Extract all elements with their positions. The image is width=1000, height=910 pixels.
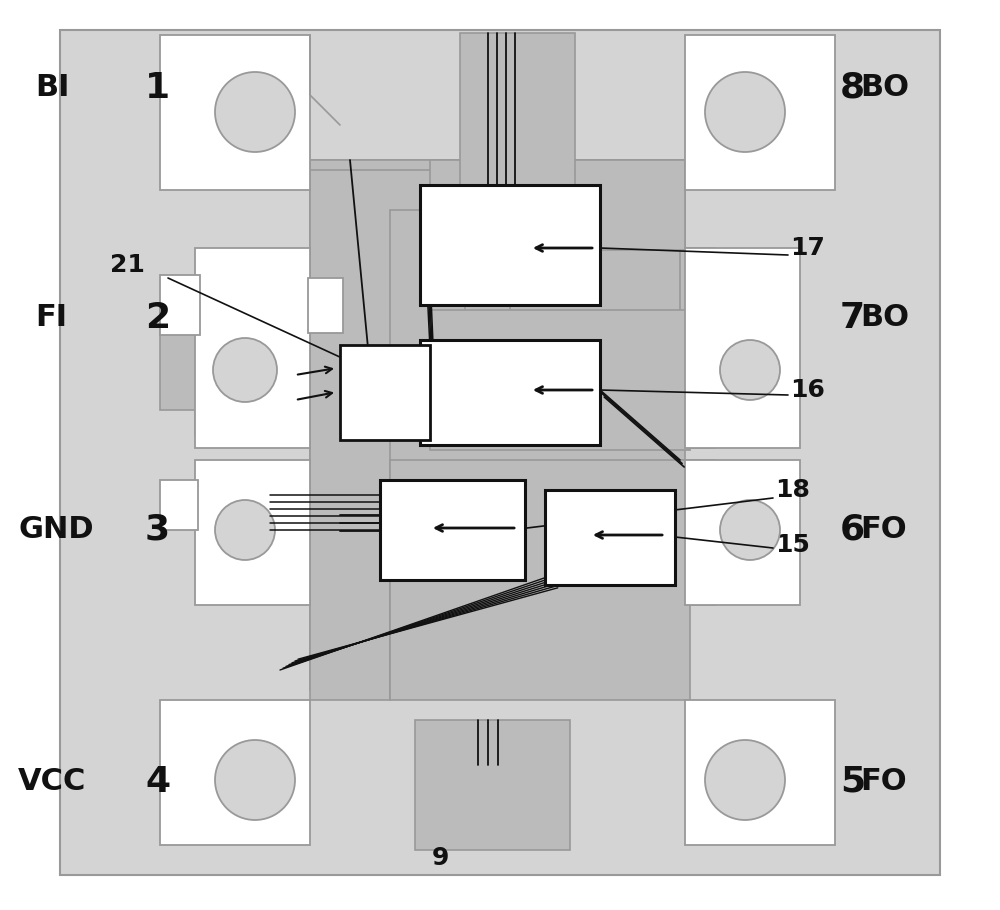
Bar [420,185,600,305]
Bar [310,160,465,360]
Bar [545,490,675,585]
Bar [160,700,310,845]
Bar [680,460,715,605]
Bar [685,700,835,845]
Bar [685,35,835,190]
Bar [340,345,430,440]
Bar [460,33,575,198]
Text: 9: 9 [432,846,449,870]
Text: 6: 6 [840,513,865,547]
Bar [60,30,940,875]
Text: 16: 16 [790,378,825,402]
Bar [685,460,800,605]
Text: 3: 3 [145,513,170,547]
Text: 7: 7 [840,301,865,335]
Circle shape [705,72,785,152]
Text: FO: FO [860,515,907,544]
Circle shape [705,740,785,820]
Bar [195,248,310,448]
Bar [160,310,200,410]
Bar [420,340,600,445]
Circle shape [215,72,295,152]
Bar [308,278,343,333]
Text: VCC: VCC [18,767,86,796]
Bar [380,480,525,580]
Circle shape [720,500,780,560]
Bar [160,275,200,335]
Text: 2: 2 [145,301,170,335]
Bar [415,720,570,850]
Text: FO: FO [860,767,907,796]
Text: 15: 15 [775,533,810,557]
Text: 4: 4 [145,765,170,799]
Text: 1: 1 [145,71,170,105]
Bar [430,310,690,450]
Polygon shape [430,160,685,250]
Bar [160,480,198,530]
Circle shape [215,740,295,820]
Text: 17: 17 [790,236,825,260]
Bar [510,160,685,360]
Circle shape [213,338,277,402]
Text: 5: 5 [840,765,865,799]
Polygon shape [310,170,465,700]
Text: BO: BO [860,304,909,332]
Circle shape [215,500,275,560]
Bar [195,460,310,605]
Bar [680,248,715,448]
Bar [390,460,690,700]
Bar [685,248,800,448]
Text: BO: BO [860,74,909,103]
Circle shape [720,340,780,400]
Text: FI: FI [35,304,67,332]
Text: 18: 18 [775,478,810,502]
Bar [160,35,310,190]
Bar [195,290,315,435]
Text: BI: BI [35,74,70,103]
Text: 21: 21 [110,253,145,277]
Text: 8: 8 [840,71,865,105]
Bar [310,160,685,690]
Text: GND: GND [18,515,94,544]
